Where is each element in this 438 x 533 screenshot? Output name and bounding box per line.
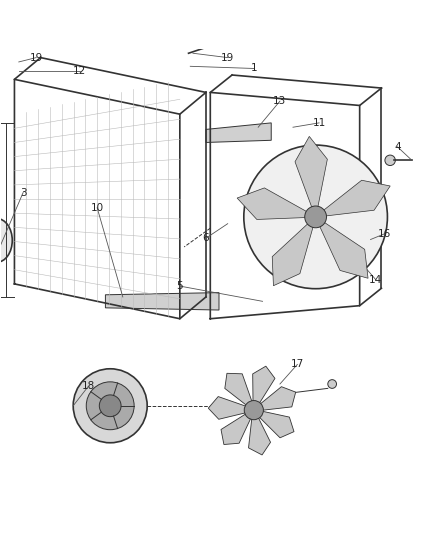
Polygon shape	[206, 123, 271, 142]
Circle shape	[385, 155, 396, 166]
Text: 11: 11	[312, 118, 326, 128]
Polygon shape	[225, 373, 252, 406]
Ellipse shape	[0, 219, 12, 262]
Text: 12: 12	[73, 66, 86, 76]
Polygon shape	[208, 397, 247, 419]
Polygon shape	[259, 386, 296, 410]
Circle shape	[86, 382, 134, 430]
Text: 14: 14	[369, 274, 382, 285]
Circle shape	[244, 145, 388, 289]
Polygon shape	[106, 293, 219, 310]
Polygon shape	[221, 413, 251, 445]
Text: 19: 19	[221, 53, 234, 62]
Text: 17: 17	[291, 359, 304, 369]
Polygon shape	[320, 223, 368, 278]
Text: 18: 18	[82, 381, 95, 391]
Polygon shape	[272, 224, 313, 286]
Circle shape	[328, 379, 336, 389]
Text: 1: 1	[251, 63, 257, 74]
Polygon shape	[258, 411, 294, 438]
Text: 19: 19	[30, 53, 43, 62]
Polygon shape	[295, 136, 327, 207]
Circle shape	[244, 400, 263, 419]
Polygon shape	[248, 417, 271, 455]
Text: 3: 3	[20, 188, 26, 198]
Text: 10: 10	[91, 203, 104, 213]
Polygon shape	[237, 188, 306, 220]
Text: 5: 5	[177, 281, 183, 291]
Circle shape	[99, 395, 121, 417]
Polygon shape	[253, 366, 275, 404]
Text: 16: 16	[378, 229, 391, 239]
Text: 13: 13	[273, 96, 286, 106]
Circle shape	[305, 206, 326, 228]
Text: 6: 6	[203, 233, 209, 243]
Circle shape	[366, 235, 375, 244]
Circle shape	[73, 369, 147, 443]
Text: 4: 4	[394, 142, 401, 152]
Polygon shape	[324, 180, 390, 216]
